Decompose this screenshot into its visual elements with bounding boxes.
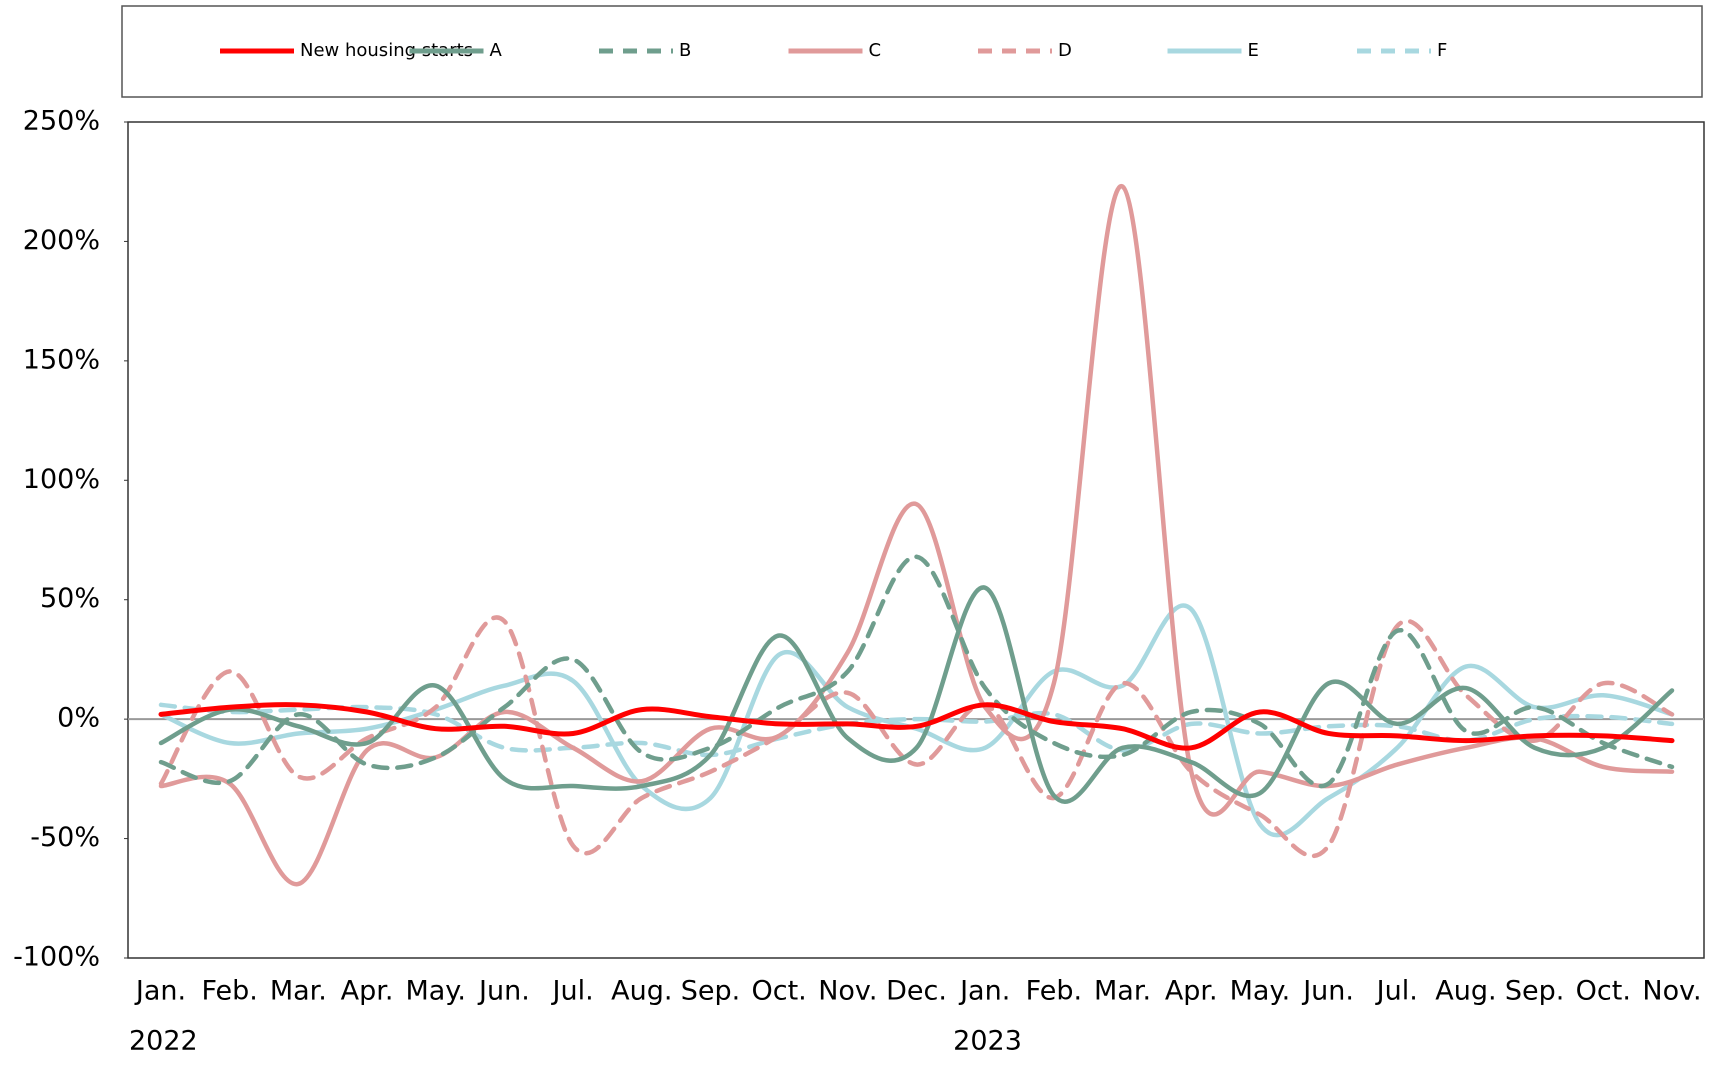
x-tick-label: Oct. bbox=[1576, 976, 1631, 1007]
legend-box bbox=[121, 5, 1703, 98]
y-tick-label: 50% bbox=[40, 583, 100, 614]
series-line bbox=[158, 184, 1675, 887]
plot-area bbox=[127, 121, 1705, 959]
y-tick-label: 200% bbox=[23, 225, 100, 256]
legend-label: D bbox=[1058, 40, 1072, 61]
series-line bbox=[158, 702, 1675, 751]
x-tick-label: Apr. bbox=[341, 976, 394, 1007]
series-line bbox=[158, 615, 1675, 858]
x-tick-label: Nov. bbox=[818, 976, 877, 1007]
series-line bbox=[158, 702, 1675, 758]
x-tick-label: Dec. bbox=[886, 976, 947, 1007]
series-line bbox=[158, 585, 1675, 804]
y-tick-label: -50% bbox=[30, 822, 100, 853]
x-tick-label: Sep. bbox=[681, 976, 740, 1007]
x-tick-label: Jul. bbox=[1375, 976, 1418, 1007]
x-tick-label: Mar. bbox=[270, 976, 327, 1007]
legend-label: E bbox=[1248, 40, 1259, 61]
x-tick-label: Jun. bbox=[477, 976, 530, 1007]
x-tick-label: Aug. bbox=[611, 976, 672, 1007]
x-tick-label: Jan. bbox=[134, 976, 186, 1007]
x-tick-label: Jan. bbox=[958, 976, 1010, 1007]
x-tick-label: Jul. bbox=[551, 976, 594, 1007]
legend-label: C bbox=[869, 40, 882, 61]
y-tick-label: 250% bbox=[23, 106, 100, 137]
x-tick-label: Jun. bbox=[1301, 976, 1354, 1007]
y-tick-label: 150% bbox=[23, 344, 100, 375]
year-label: 2023 bbox=[953, 1026, 1022, 1057]
x-tick-label: Aug. bbox=[1435, 976, 1496, 1007]
x-tick-label: Mar. bbox=[1094, 976, 1151, 1007]
legend-label: F bbox=[1437, 40, 1447, 61]
y-tick-label: 0% bbox=[57, 703, 100, 734]
year-label: 2022 bbox=[129, 1026, 198, 1057]
legend-label: New housing starts bbox=[300, 40, 473, 61]
x-tick-label: Nov. bbox=[1642, 976, 1701, 1007]
x-tick-label: Apr. bbox=[1165, 976, 1218, 1007]
x-tick-label: Feb. bbox=[201, 976, 257, 1007]
y-tick-label: 100% bbox=[23, 464, 100, 495]
x-tick-label: Feb. bbox=[1026, 976, 1082, 1007]
x-tick-label: May. bbox=[405, 976, 466, 1007]
legend-label: B bbox=[679, 40, 691, 61]
x-tick-label: Oct. bbox=[752, 976, 807, 1007]
series-line bbox=[158, 554, 1675, 789]
x-tick-label: Sep. bbox=[1505, 976, 1564, 1007]
x-tick-label: May. bbox=[1230, 976, 1291, 1007]
legend-label: A bbox=[490, 40, 503, 61]
y-tick-label: -100% bbox=[13, 942, 100, 973]
series-line bbox=[158, 603, 1675, 838]
